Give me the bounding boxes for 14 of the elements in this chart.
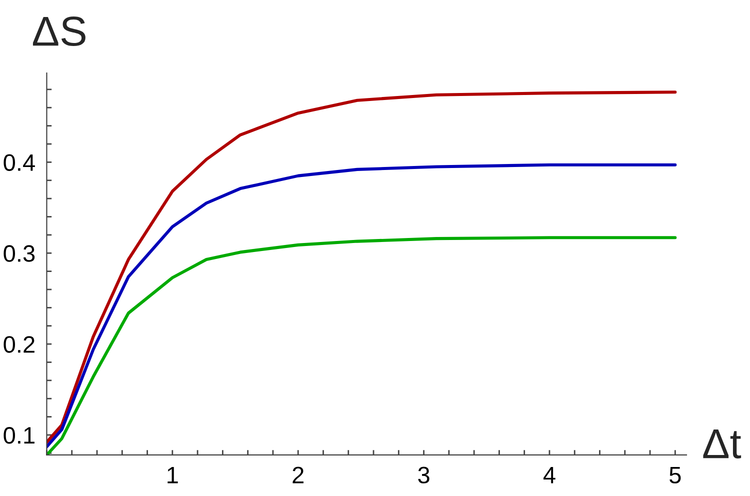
x-tick-label: 3 <box>418 466 430 484</box>
y-tick-label: 0.3 <box>4 245 35 262</box>
line-series <box>46 236 677 455</box>
x-axis-title: Δt <box>703 429 742 458</box>
x-tick-label: 4 <box>543 466 556 484</box>
line-series <box>46 90 677 444</box>
y-tick-label: 0.4 <box>4 154 35 171</box>
x-tick-label: 1 <box>168 466 178 484</box>
y-axis-title: ΔS <box>32 16 86 46</box>
x-tick-label: 2 <box>292 466 304 484</box>
line-series <box>46 163 677 448</box>
y-tick-label: 0.1 <box>4 427 34 444</box>
y-tick-label: 0.2 <box>4 336 34 353</box>
x-tick-label: 5 <box>670 466 681 484</box>
